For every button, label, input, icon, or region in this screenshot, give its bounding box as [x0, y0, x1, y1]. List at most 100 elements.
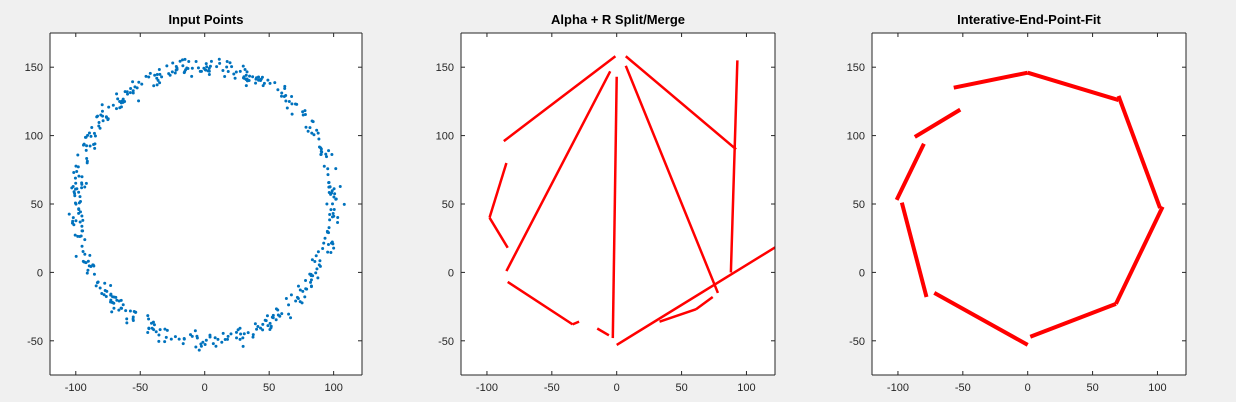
data-point	[225, 337, 229, 341]
data-point	[121, 97, 125, 101]
data-point	[88, 253, 92, 257]
data-point	[238, 337, 242, 341]
data-point	[289, 316, 293, 320]
data-point	[328, 218, 332, 222]
y-tick-label: 100	[847, 131, 865, 143]
data-point	[251, 75, 255, 79]
data-point	[315, 267, 319, 271]
data-point	[257, 78, 261, 82]
data-point	[194, 59, 198, 63]
data-point	[201, 340, 205, 344]
data-point	[242, 75, 246, 79]
data-point	[310, 119, 314, 123]
data-point	[330, 215, 334, 219]
chart-title: Interative-End-Point-Fit	[957, 12, 1101, 27]
data-point	[111, 103, 115, 107]
data-point	[194, 345, 198, 349]
line-segment	[572, 320, 580, 326]
data-point	[77, 211, 81, 215]
x-tick-label: 100	[324, 382, 342, 394]
data-point	[110, 310, 114, 314]
data-point	[318, 264, 322, 268]
data-point	[280, 91, 284, 95]
x-tick-label: 50	[263, 382, 275, 394]
data-point	[128, 91, 132, 95]
data-point	[315, 128, 319, 132]
data-point	[276, 88, 280, 92]
data-point	[314, 271, 318, 275]
data-point	[135, 86, 139, 90]
data-point	[259, 326, 263, 330]
data-point	[81, 143, 85, 147]
data-point	[104, 294, 108, 298]
data-point	[239, 332, 243, 336]
data-point	[241, 344, 245, 348]
data-point	[234, 330, 238, 334]
data-point	[336, 220, 340, 224]
data-point	[79, 199, 83, 203]
data-point	[81, 249, 85, 253]
data-point	[158, 81, 162, 85]
data-point	[118, 106, 122, 110]
data-point	[117, 308, 121, 312]
y-tick-label: 50	[442, 199, 454, 211]
data-point	[131, 91, 135, 95]
data-point	[211, 342, 215, 346]
data-point	[147, 317, 151, 321]
data-point	[324, 152, 328, 156]
data-point	[332, 187, 336, 191]
data-point	[71, 216, 75, 220]
data-point	[116, 97, 120, 101]
data-point	[89, 134, 93, 138]
data-point	[109, 298, 113, 302]
data-point	[186, 66, 190, 70]
data-point	[213, 336, 217, 340]
data-point	[190, 334, 194, 338]
data-point	[78, 220, 82, 224]
data-point	[306, 129, 310, 133]
data-point	[85, 157, 89, 161]
data-point	[78, 195, 82, 199]
data-point	[265, 314, 269, 318]
data-point	[121, 303, 125, 307]
data-point	[74, 219, 78, 223]
data-point	[289, 293, 293, 297]
data-point	[262, 81, 266, 85]
data-point	[310, 131, 314, 135]
data-point	[147, 75, 151, 79]
data-point	[256, 324, 260, 328]
data-point	[298, 288, 302, 292]
x-tick-label: 100	[737, 382, 755, 394]
data-point	[301, 289, 305, 293]
line-segment	[1029, 301, 1117, 339]
data-point	[74, 181, 78, 185]
data-point	[317, 137, 321, 141]
data-point	[223, 337, 227, 341]
data-point	[269, 324, 273, 328]
data-point	[83, 238, 87, 242]
data-point	[182, 71, 186, 75]
x-tick-label: -50	[955, 382, 971, 394]
data-point	[101, 119, 105, 123]
data-point	[183, 57, 187, 61]
data-point	[332, 207, 336, 211]
data-point	[117, 299, 121, 303]
data-point	[290, 94, 294, 98]
data-point	[187, 60, 191, 64]
data-point	[338, 185, 342, 189]
data-point	[266, 324, 270, 328]
data-point	[84, 181, 88, 185]
data-point	[77, 174, 81, 178]
data-point	[326, 250, 330, 254]
y-tick-label: 50	[853, 199, 865, 211]
data-point	[72, 171, 76, 175]
data-point	[283, 84, 287, 88]
data-point	[327, 149, 331, 153]
data-point	[158, 72, 162, 76]
data-point	[163, 327, 167, 331]
data-point	[169, 337, 173, 341]
data-point	[245, 70, 249, 74]
data-point	[319, 152, 323, 156]
data-point	[280, 312, 284, 316]
data-point	[76, 153, 80, 157]
